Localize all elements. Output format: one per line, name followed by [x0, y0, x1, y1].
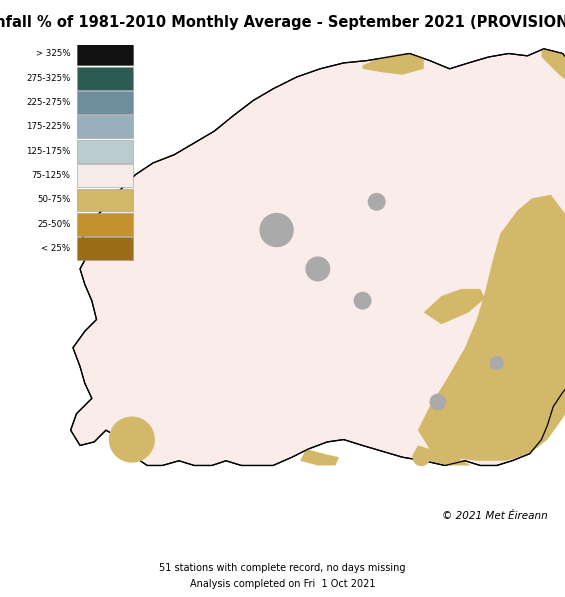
Text: 25-50%: 25-50%: [37, 220, 71, 229]
Bar: [76, 115, 133, 139]
Polygon shape: [418, 195, 565, 461]
Text: Rainfall % of 1981-2010 Monthly Average - September 2021 (PROVISIONAL): Rainfall % of 1981-2010 Monthly Average …: [0, 15, 565, 30]
Circle shape: [110, 417, 154, 462]
Circle shape: [490, 356, 503, 370]
Text: 225-275%: 225-275%: [26, 98, 71, 107]
Circle shape: [354, 293, 371, 309]
Circle shape: [260, 214, 293, 247]
Circle shape: [413, 449, 429, 466]
Polygon shape: [541, 49, 565, 87]
Polygon shape: [300, 449, 339, 466]
Text: Analysis completed on Fri  1 Oct 2021: Analysis completed on Fri 1 Oct 2021: [190, 579, 375, 589]
Text: > 325%: > 325%: [36, 50, 71, 59]
Bar: [76, 42, 133, 65]
Bar: [76, 164, 133, 187]
Bar: [76, 189, 133, 211]
Circle shape: [430, 394, 446, 410]
Polygon shape: [71, 49, 565, 466]
Text: < 25%: < 25%: [41, 244, 71, 253]
Bar: [76, 91, 133, 114]
Circle shape: [368, 193, 385, 210]
Text: 125-175%: 125-175%: [26, 147, 71, 156]
Text: 275-325%: 275-325%: [26, 73, 71, 82]
Polygon shape: [424, 289, 485, 324]
Polygon shape: [412, 445, 471, 466]
Bar: [76, 67, 133, 90]
Text: 51 stations with complete record, no days missing: 51 stations with complete record, no day…: [159, 564, 406, 573]
Text: © 2021 Met Éireann: © 2021 Met Éireann: [442, 511, 547, 521]
Bar: [76, 213, 133, 236]
Text: 50-75%: 50-75%: [37, 195, 71, 205]
Bar: [76, 237, 133, 260]
Bar: [76, 140, 133, 163]
Text: 175-225%: 175-225%: [26, 122, 71, 131]
Circle shape: [306, 257, 329, 281]
Text: 75-125%: 75-125%: [32, 171, 71, 180]
Polygon shape: [363, 54, 424, 75]
